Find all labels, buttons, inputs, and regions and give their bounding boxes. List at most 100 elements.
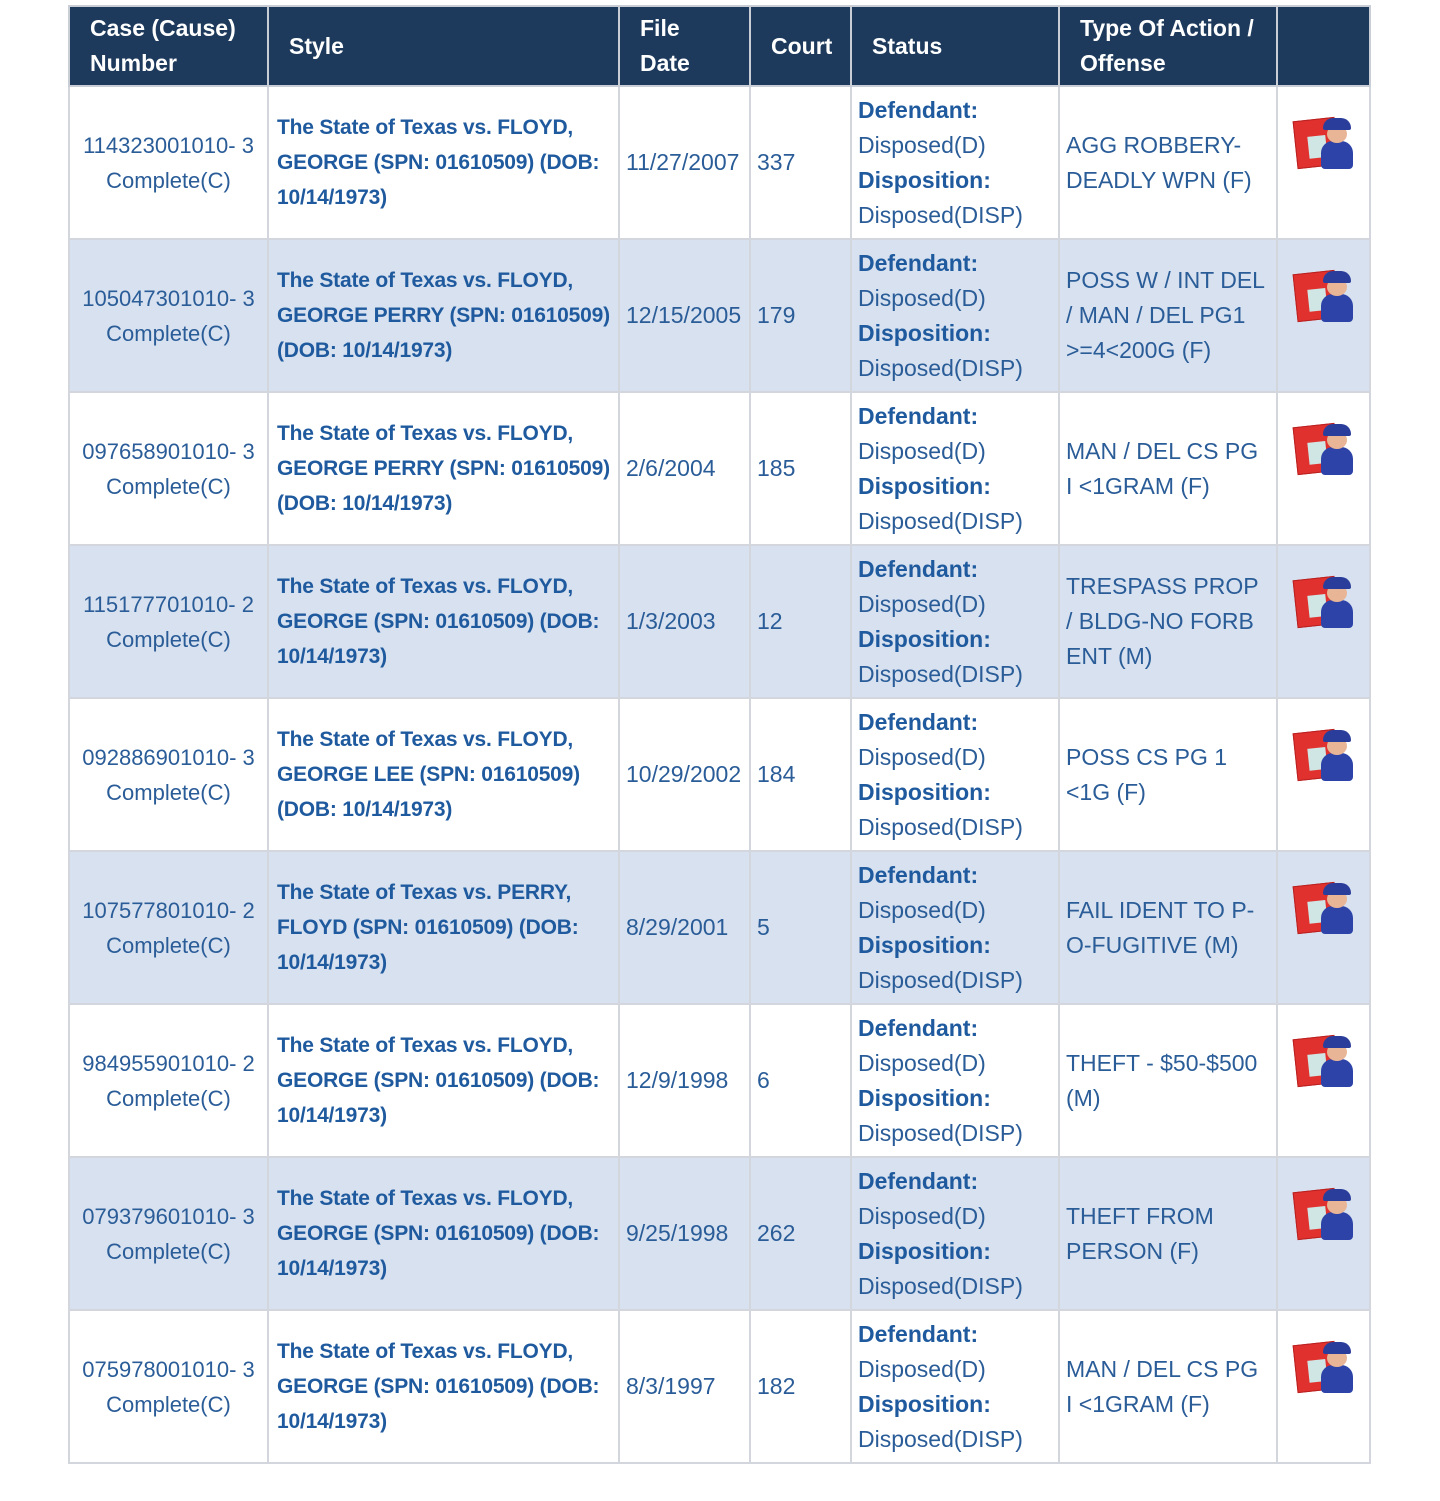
offense: POSS CS PG 1 <1G (F) — [1058, 697, 1278, 852]
style-link[interactable]: The State of Texas vs. FLOYD, GEORGE PER… — [267, 238, 620, 393]
offense: THEFT FROM PERSON (F) — [1058, 1156, 1278, 1311]
file-date: 1/3/2003 — [618, 544, 751, 699]
disposition-status: Disposed(DISP) — [858, 507, 1023, 534]
inmate-icon[interactable] — [1292, 1033, 1355, 1089]
table-row: 097658901010- 3 Complete(C) The State of T… — [68, 391, 1371, 546]
header-style: Style — [267, 5, 620, 87]
file-date: 8/3/1997 — [618, 1309, 751, 1464]
table-header: Case (Cause) Number Style File Date Cour… — [68, 5, 1371, 87]
status-cell: Defendant: Disposed(D) Disposition: Dispose… — [850, 391, 1060, 546]
header-type-of-action: Type Of Action / Offense — [1058, 5, 1278, 87]
style-link[interactable]: The State of Texas vs. FLOYD, GEORGE (SP… — [267, 85, 620, 240]
defendant-label: Defendant: — [858, 1167, 979, 1194]
table-row: 105047301010- 3 Complete(C) The State of T… — [68, 238, 1371, 393]
inmate-icon[interactable] — [1292, 574, 1355, 630]
status-cell: Defendant: Disposed(D) Disposition: Dispose… — [850, 238, 1060, 393]
case-number-link[interactable]: 075978001010- 3 — [82, 1356, 255, 1382]
case-number-link[interactable]: 984955901010- 2 — [82, 1050, 255, 1076]
court: 5 — [749, 850, 852, 1005]
icon-cell — [1276, 238, 1371, 393]
inmate-icon[interactable] — [1292, 1339, 1355, 1395]
inmate-icon[interactable] — [1292, 880, 1355, 936]
case-status: Complete(C) — [106, 779, 231, 805]
case-cell: 107577801010- 2 Complete(C) — [68, 850, 269, 1005]
defendant-label: Defendant: — [858, 249, 979, 276]
disposition-status: Disposed(DISP) — [858, 813, 1023, 840]
case-number-link[interactable]: 115177701010- 2 — [83, 591, 254, 617]
case-table-container: Case (Cause) Number Style File Date Cour… — [68, 0, 1371, 1464]
defendant-status: Disposed(D) — [858, 1355, 986, 1382]
defendant-status: Disposed(D) — [858, 131, 986, 158]
disposition-status: Disposed(DISP) — [858, 1119, 1023, 1146]
case-status: Complete(C) — [106, 167, 231, 193]
file-date: 11/27/2007 — [618, 85, 751, 240]
header-icon — [1276, 5, 1371, 87]
defendant-label: Defendant: — [858, 555, 979, 582]
disposition-label: Disposition: — [858, 1084, 991, 1111]
court: 185 — [749, 391, 852, 546]
offense: MAN / DEL CS PG I <1GRAM (F) — [1058, 1309, 1278, 1464]
disposition-label: Disposition: — [858, 319, 991, 346]
court: 6 — [749, 1003, 852, 1158]
case-number-link[interactable]: 107577801010- 2 — [82, 897, 255, 923]
case-number-link[interactable]: 114323001010- 3 — [83, 132, 254, 158]
inmate-icon[interactable] — [1292, 268, 1355, 324]
defendant-label: Defendant: — [858, 861, 979, 888]
court: 12 — [749, 544, 852, 699]
table-row: 984955901010- 2 Complete(C) The State of T… — [68, 1003, 1371, 1158]
case-cell: 115177701010- 2 Complete(C) — [68, 544, 269, 699]
disposition-status: Disposed(DISP) — [858, 354, 1023, 381]
table-row: 092886901010- 3 Complete(C) The State of T… — [68, 697, 1371, 852]
icon-cell — [1276, 1309, 1371, 1464]
case-cell: 105047301010- 3 Complete(C) — [68, 238, 269, 393]
court: 184 — [749, 697, 852, 852]
offense: TRESPASS PROP / BLDG-NO FORB ENT (M) — [1058, 544, 1278, 699]
disposition-label: Disposition: — [858, 931, 991, 958]
defendant-label: Defendant: — [858, 402, 979, 429]
style-link[interactable]: The State of Texas vs. FLOYD, GEORGE (SP… — [267, 1156, 620, 1311]
defendant-label: Defendant: — [858, 96, 979, 123]
style-link[interactable]: The State of Texas vs. PERRY, FLOYD (SPN… — [267, 850, 620, 1005]
style-link[interactable]: The State of Texas vs. FLOYD, GEORGE (SP… — [267, 1309, 620, 1464]
table-row: 079379601010- 3 Complete(C) The State of T… — [68, 1156, 1371, 1311]
style-link[interactable]: The State of Texas vs. FLOYD, GEORGE PER… — [267, 391, 620, 546]
defendant-status: Disposed(D) — [858, 743, 986, 770]
icon-cell — [1276, 544, 1371, 699]
disposition-label: Disposition: — [858, 625, 991, 652]
case-number-link[interactable]: 105047301010- 3 — [82, 285, 255, 311]
defendant-status: Disposed(D) — [858, 896, 986, 923]
file-date: 10/29/2002 — [618, 697, 751, 852]
disposition-label: Disposition: — [858, 472, 991, 499]
header-status: Status — [850, 5, 1060, 87]
defendant-label: Defendant: — [858, 708, 979, 735]
case-number-link[interactable]: 092886901010- 3 — [82, 744, 255, 770]
case-status: Complete(C) — [106, 1391, 231, 1417]
disposition-label: Disposition: — [858, 778, 991, 805]
file-date: 2/6/2004 — [618, 391, 751, 546]
disposition-label: Disposition: — [858, 1390, 991, 1417]
disposition-status: Disposed(DISP) — [858, 1272, 1023, 1299]
inmate-icon[interactable] — [1292, 1186, 1355, 1242]
header-case-number: Case (Cause) Number — [68, 5, 269, 87]
case-number-link[interactable]: 097658901010- 3 — [82, 438, 255, 464]
defendant-status: Disposed(D) — [858, 284, 986, 311]
disposition-status: Disposed(DISP) — [858, 1425, 1023, 1452]
disposition-label: Disposition: — [858, 1237, 991, 1264]
file-date: 12/9/1998 — [618, 1003, 751, 1158]
style-link[interactable]: The State of Texas vs. FLOYD, GEORGE (SP… — [267, 544, 620, 699]
icon-cell — [1276, 697, 1371, 852]
case-number-link[interactable]: 079379601010- 3 — [82, 1203, 255, 1229]
table-row: 115177701010- 2 Complete(C) The State of T… — [68, 544, 1371, 699]
case-cell: 097658901010- 3 Complete(C) — [68, 391, 269, 546]
case-status: Complete(C) — [106, 320, 231, 346]
style-link[interactable]: The State of Texas vs. FLOYD, GEORGE (SP… — [267, 1003, 620, 1158]
status-cell: Defendant: Disposed(D) Disposition: Dispose… — [850, 1003, 1060, 1158]
header-court: Court — [749, 5, 852, 87]
inmate-icon[interactable] — [1292, 727, 1355, 783]
inmate-icon[interactable] — [1292, 421, 1355, 477]
inmate-icon[interactable] — [1292, 115, 1355, 171]
header-file-date: File Date — [618, 5, 751, 87]
case-cell: 079379601010- 3 Complete(C) — [68, 1156, 269, 1311]
style-link[interactable]: The State of Texas vs. FLOYD, GEORGE LEE… — [267, 697, 620, 852]
defendant-status: Disposed(D) — [858, 590, 986, 617]
